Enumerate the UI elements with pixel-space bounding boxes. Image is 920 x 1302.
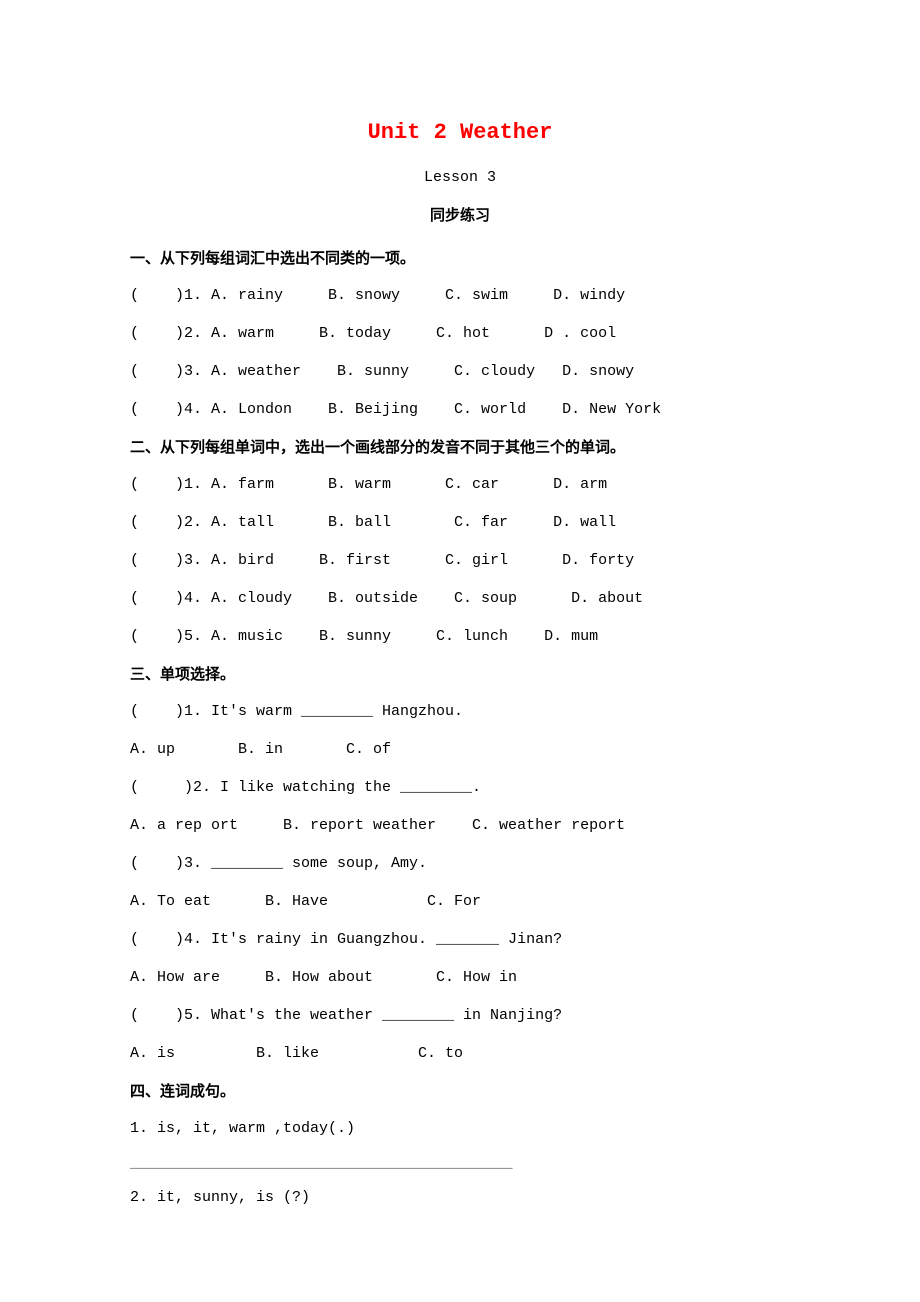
s3-a1: A. up B. in C. of <box>130 738 790 762</box>
s3-a5: A. is B. like C. to <box>130 1042 790 1066</box>
s3-q1: ( )1. It's warm ________ Hangzhou. <box>130 700 790 724</box>
s1-q2: ( )2. A. warm B. today C. hot D . cool <box>130 322 790 346</box>
s4-q2: 2. it, sunny, is (?) <box>130 1186 790 1210</box>
s1-q4: ( )4. A. London B. Beijing C. world D. N… <box>130 398 790 422</box>
s2-q2: ( )2. A. tall B. ball C. far D. wall <box>130 511 790 535</box>
s3-q2: ( )2. I like watching the ________. <box>130 776 790 800</box>
s3-q4: ( )4. It's rainy in Guangzhou. _______ J… <box>130 928 790 952</box>
s1-q1: ( )1. A. rainy B. snowy C. swim D. windy <box>130 284 790 308</box>
s3-a3: A. To eat B. Have C. For <box>130 890 790 914</box>
practice-label: 同步练习 <box>130 204 790 225</box>
s3-q3: ( )3. ________ some soup, Amy. <box>130 852 790 876</box>
s2-q4: ( )4. A. cloudy B. outside C. soup D. ab… <box>130 587 790 611</box>
section-3-heading: 三、单项选择。 <box>130 663 790 684</box>
worksheet-page: Unit 2 Weather Lesson 3 同步练习 一、从下列每组词汇中选… <box>0 0 920 1302</box>
s2-q1: ( )1. A. farm B. warm C. car D. arm <box>130 473 790 497</box>
s3-a4: A. How are B. How about C. How in <box>130 966 790 990</box>
section-1-heading: 一、从下列每组词汇中选出不同类的一项。 <box>130 247 790 268</box>
s2-q3: ( )3. A. bird B. first C. girl D. forty <box>130 549 790 573</box>
section-4-heading: 四、连词成句。 <box>130 1080 790 1101</box>
s1-q3: ( )3. A. weather B. sunny C. cloudy D. s… <box>130 360 790 384</box>
s2-q5: ( )5. A. music B. sunny C. lunch D. mum <box>130 625 790 649</box>
s4-q1: 1. is, it, warm ,today(.) <box>130 1117 790 1141</box>
s3-q5: ( )5. What's the weather ________ in Nan… <box>130 1004 790 1028</box>
unit-title: Unit 2 Weather <box>130 120 790 145</box>
s4-blank: ________________________________________… <box>130 1155 790 1172</box>
s3-a2: A. a rep ort B. report weather C. weathe… <box>130 814 790 838</box>
lesson-label: Lesson 3 <box>130 169 790 186</box>
section-2-heading: 二、从下列每组单词中，选出一个画线部分的发音不同于其他三个的单词。 <box>130 436 790 457</box>
